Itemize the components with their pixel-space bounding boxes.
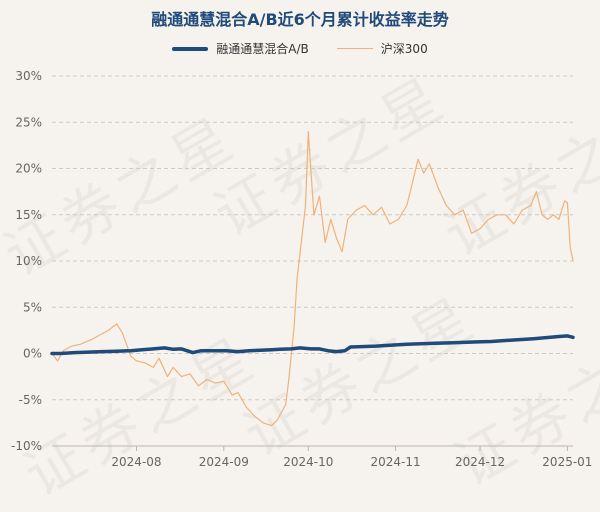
x-tick-label: 2024-12 bbox=[455, 455, 505, 469]
legend: 融通通慧混合A/B 沪深300 bbox=[0, 40, 600, 57]
chart-title: 融通通慧混合A/B近6个月累计收益率走势 bbox=[151, 10, 449, 29]
y-tick-label: -5% bbox=[19, 393, 42, 407]
y-tick-label: -10% bbox=[11, 439, 42, 453]
line-chart: 30% 25% 20% 15% 10% 5% 0% -5% -10% 2024-08 2024-09… bbox=[11, 69, 592, 469]
legend-item-fund[interactable]: 融通通慧混合A/B bbox=[172, 40, 309, 57]
series-line-fund bbox=[50, 334, 575, 356]
y-tick-label: 25% bbox=[15, 115, 42, 129]
x-tick-label: 2024-10 bbox=[283, 455, 333, 469]
x-tick-label: 2024-09 bbox=[199, 455, 249, 469]
x-tick-label: 2024-08 bbox=[111, 455, 161, 469]
legend-label-index: 沪深300 bbox=[380, 42, 428, 56]
x-tick-label: 2024-11 bbox=[371, 455, 421, 469]
y-tick-label: 10% bbox=[15, 254, 42, 268]
y-tick-label: 15% bbox=[15, 208, 42, 222]
series-line-index bbox=[51, 130, 574, 427]
legend-swatch-index bbox=[336, 48, 373, 49]
legend-item-index[interactable]: 沪深300 bbox=[336, 40, 428, 57]
y-tick-label: 20% bbox=[15, 162, 42, 176]
legend-swatch-fund bbox=[172, 46, 209, 51]
y-tick-label: 30% bbox=[15, 69, 42, 83]
legend-label-fund: 融通通慧混合A/B bbox=[216, 42, 309, 56]
y-tick-label: 0% bbox=[23, 347, 42, 361]
y-tick-label: 5% bbox=[23, 300, 42, 314]
x-tick-label: 2025-01 bbox=[542, 455, 592, 469]
